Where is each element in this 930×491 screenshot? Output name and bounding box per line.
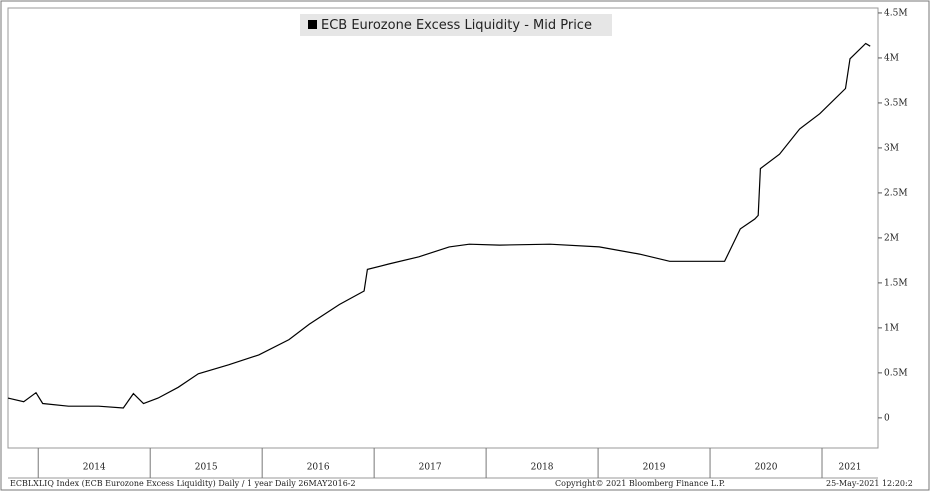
plot-area — [7, 7, 879, 449]
y-tick-label: 4M — [884, 53, 899, 63]
x-tick-label: 2019 — [643, 463, 666, 473]
x-tick-label: 2017 — [419, 463, 442, 473]
footer-note: 25-May-2021 12:20:2 — [826, 479, 913, 488]
x-tick-label: 2018 — [531, 463, 554, 473]
y-tick-label: 0.5M — [884, 368, 908, 378]
footer-note: ECBLXLIQ Index (ECB Eurozone Excess Liqu… — [10, 479, 356, 488]
y-tick-label: 1.5M — [884, 278, 908, 288]
data-line — [7, 42, 871, 409]
y-tick-label: 2M — [884, 233, 899, 243]
footer-note: Copyright© 2021 Bloomberg Finance L.P. — [555, 479, 725, 488]
y-tick-label: 3.5M — [884, 98, 908, 108]
y-tick-label: 3M — [884, 143, 899, 153]
y-tick-label: 1M — [884, 323, 899, 333]
y-tick-label: 0 — [884, 413, 890, 423]
legend-box — [300, 14, 612, 36]
x-tick-label: 2014 — [83, 463, 106, 473]
x-tick-label: 2016 — [307, 463, 330, 473]
legend-label: ECB Eurozone Excess Liquidity - Mid Pric… — [321, 18, 592, 33]
legend-swatch — [308, 20, 317, 29]
y-tick-label: 2.5M — [884, 188, 908, 198]
x-tick-label: 2015 — [195, 463, 218, 473]
y-tick-label: 4.5M — [884, 8, 908, 18]
x-tick-label: 2021 — [839, 463, 862, 473]
x-tick-label: 2020 — [755, 463, 778, 473]
